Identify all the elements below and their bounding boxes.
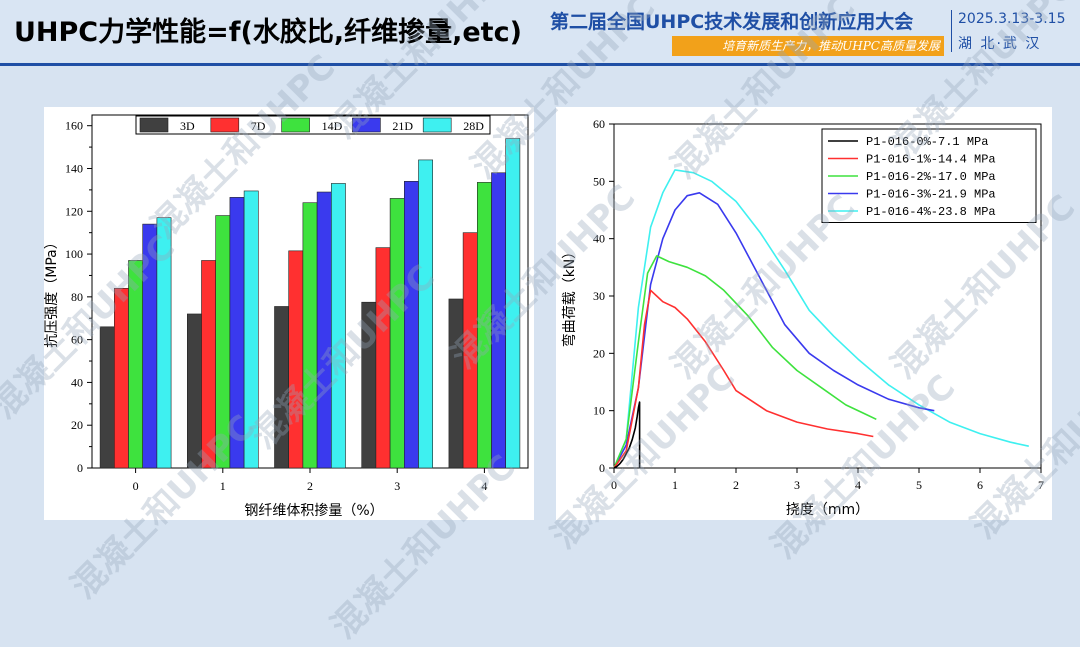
series-line-4pct [613,169,1029,469]
series-line-3pct [613,192,935,469]
y-tick-label: 50 [593,174,605,188]
y-tick-label: 40 [71,375,83,389]
x-tick-label: 5 [916,478,922,492]
bar-7d-3 [375,247,391,469]
bar-7d-4 [462,232,478,469]
bar-21d-3 [403,181,419,469]
y-tick-label: 20 [71,418,83,432]
legend-swatch-28d [422,117,452,133]
y-tick-label: 40 [593,232,605,246]
bar-3d-2 [274,306,289,469]
x-tick-label: 4 [481,479,487,493]
y-tick-label: 0 [77,461,83,475]
bar-28d-0 [156,217,172,469]
y-axis-label: 弯曲荷载（kN） [561,245,578,348]
bar-28d-4 [505,138,521,469]
bar-7d-2 [288,250,304,469]
x-tick-label: 3 [394,479,400,493]
bar-21d-2 [316,191,332,469]
bar-21d-4 [491,172,506,469]
legend-label: P1-016-3%-21.9 MPa [866,188,996,202]
series-line-0pct [613,401,641,469]
x-axis-label: 挠度（mm） [786,502,869,518]
legend-swatch-3d [139,117,169,133]
conference-date: 2025.3.13-3.15 [958,11,1066,27]
bar-3d-3 [361,301,377,469]
y-axis-label: 抗压强度（MPa） [44,235,60,347]
bar-28d-1 [243,190,259,469]
legend-label: P1-016-0%-7.1 MPa [866,135,988,149]
y-tick-label: 100 [65,247,83,261]
slide-title: UHPC力学性能=f(水胶比,纤维掺量,etc) [14,17,522,48]
legend-label-21d: 21D [392,119,413,133]
y-tick-label: 120 [65,204,83,218]
bar-28d-2 [330,183,346,469]
legend-label-7d: 7D [251,119,266,133]
y-tick-label: 20 [593,346,605,360]
x-axis-label: 钢纤维体积掺量（%） [244,502,383,519]
bar-3d-0 [99,326,115,469]
conference-slogan: 培育新质生产力，推动UHPC高质量发展 [672,36,944,56]
x-tick-label: 2 [733,478,739,492]
x-tick-label: 0 [611,478,617,492]
series-line-2pct [613,255,877,469]
bar-28d-3 [418,159,433,469]
x-tick-label: 1 [672,478,678,492]
y-tick-label: 60 [71,333,83,347]
legend-label: P1-016-1%-14.4 MPa [866,153,996,167]
y-tick-label: 80 [71,290,83,304]
bar-21d-0 [142,223,158,469]
compressive-strength-panel: 0 20 40 60 80 100 120 140 160 0 1 2 3 4 钢纤维体积掺量（%） 抗压强度… [44,107,534,520]
conference-location: 湖 北·武 汉 [958,36,1042,52]
y-tick-label: 60 [593,117,605,131]
y-tick-label: 10 [593,404,605,418]
legend-label-28d: 28D [463,119,484,133]
y-tick-label: 0 [599,461,605,475]
x-tick-label: 6 [977,478,983,492]
x-tick-label: 4 [855,478,861,492]
legend-swatch-14d [281,117,310,133]
legend-swatch-21d [352,117,381,133]
y-tick-label: 30 [593,289,605,303]
x-tick-label: 1 [220,479,226,493]
legend-label: P1-016-4%-23.8 MPa [866,205,996,219]
legend-label-3d: 3D [180,119,195,133]
bar-21d-1 [229,197,245,469]
header-divider [0,63,1080,66]
x-tick-label: 7 [1038,478,1044,492]
x-tick-label: 0 [133,479,139,493]
legend-swatch-7d [210,117,240,133]
flexural-load-panel: 0 1 2 3 4 5 6 7 0 10 20 30 40 50 60 挠度（mm） 弯曲荷载（kN） P1-01… [556,107,1052,520]
bar-3d-1 [187,313,202,469]
bar-7d-0 [114,287,129,469]
bar-14d-3 [389,198,405,469]
bar-14d-4 [476,182,492,469]
bar-14d-2 [302,202,318,469]
legend-label-14d: 14D [322,119,343,133]
header-separator [951,10,952,52]
bar-14d-1 [215,215,231,469]
bar-3d-4 [448,298,464,469]
x-tick-label: 2 [307,479,313,493]
bar-7d-1 [201,260,216,469]
conference-title: 第二届全国UHPC技术发展和创新应用大会 [550,11,914,33]
series-line-1pct [613,289,874,469]
x-tick-label: 3 [794,478,800,492]
line-chart: 0 1 2 3 4 5 6 7 0 10 20 30 40 50 60 挠度（mm） 弯曲荷载（kN） P1-01… [561,117,1044,518]
bar-14d-0 [128,260,143,469]
bar-chart: 0 20 40 60 80 100 120 140 160 0 1 2 3 4 钢纤维体积掺量（%） 抗压强度… [44,114,529,519]
legend-label: P1-016-2%-17.0 MPa [866,170,996,184]
y-tick-label: 160 [65,119,83,133]
y-tick-label: 140 [65,161,83,175]
